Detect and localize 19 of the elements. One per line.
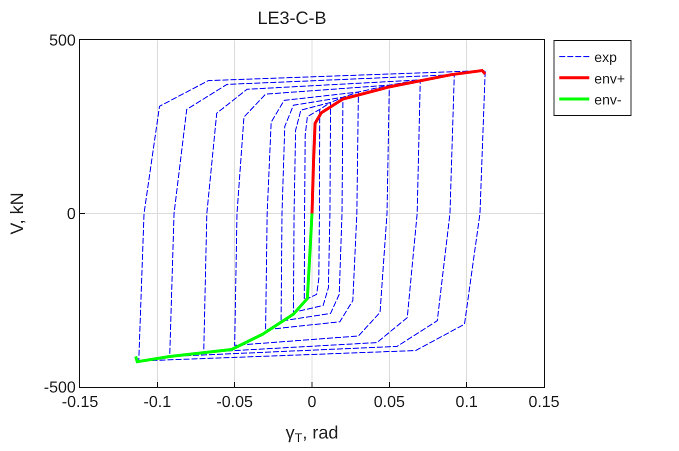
- x-tick-label: -0.05: [216, 394, 254, 412]
- x-tick-label: -0.1: [144, 394, 172, 412]
- y-tick-label: 0: [66, 206, 76, 224]
- chart-title: LE3-C-B: [257, 8, 326, 28]
- y-axis-title: V, kN: [6, 192, 27, 235]
- line-series: [138, 70, 486, 362]
- y-tick-label: 500: [49, 32, 76, 50]
- legend-label: exp: [594, 49, 618, 66]
- legend-label: env+: [594, 70, 626, 86]
- x-tick-label: 0: [308, 394, 317, 412]
- x-tick-label: 0.05: [374, 394, 405, 412]
- x-tick-label: 0.15: [528, 394, 560, 412]
- x-axis-title: γ$_{T}$, rad: [286, 422, 338, 446]
- x-tick-label: -0.15: [62, 394, 98, 412]
- legend-label: env-: [594, 91, 622, 108]
- line-series: [134, 212, 314, 364]
- y-tick-label: -500: [44, 380, 76, 397]
- line-series: [310, 69, 487, 215]
- x-tick-label: 0.1: [456, 394, 478, 412]
